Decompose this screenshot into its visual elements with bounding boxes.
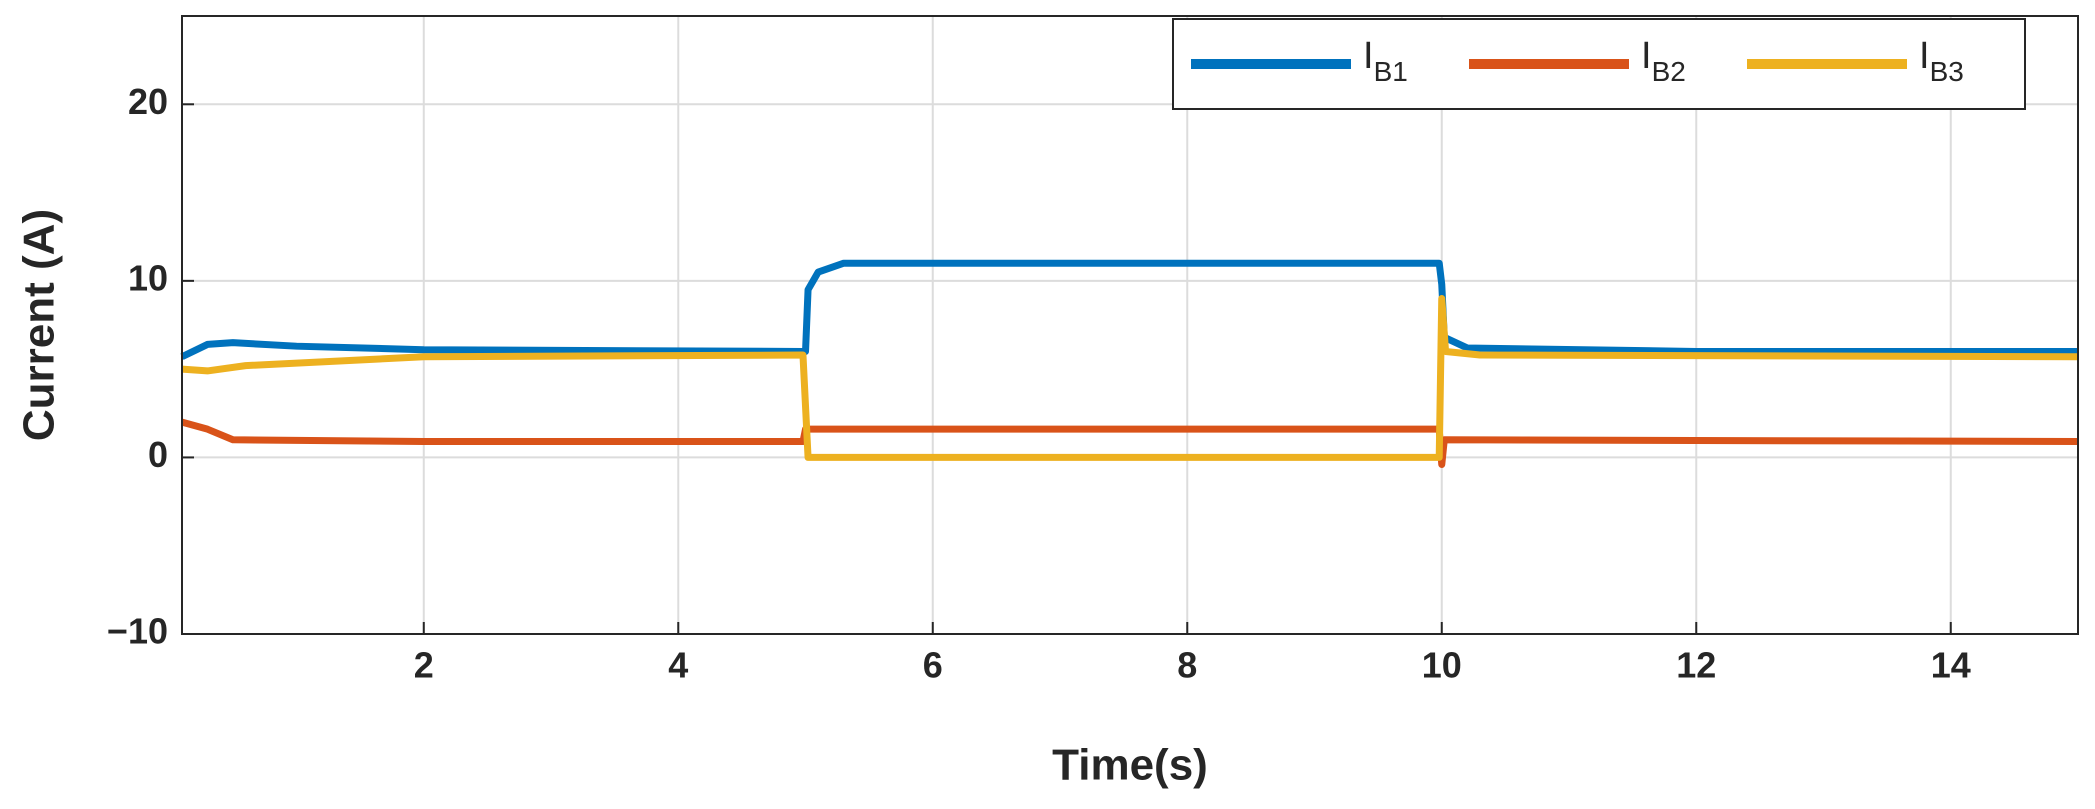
data-line [180, 259, 2078, 360]
x-tick-label: 8 [1177, 645, 1197, 686]
y-tick-label: 0 [148, 434, 168, 475]
legend-label: IB2 [1641, 35, 1686, 87]
x-axis-label: Time(s) [1052, 741, 1208, 790]
y-tick-label: −10 [107, 611, 168, 652]
legend-label: IB3 [1919, 35, 1964, 87]
y-tick-label: 10 [128, 257, 168, 298]
x-tick-label: 4 [668, 645, 688, 686]
y-tick-label: 20 [128, 81, 168, 122]
plot-frame [181, 15, 2079, 635]
x-tick-label: 12 [1676, 645, 1716, 686]
x-tick-label: 14 [1931, 645, 1971, 686]
x-tick-label: 10 [1422, 645, 1462, 686]
plot-area [182, 16, 2078, 634]
x-tick-label: 6 [923, 645, 943, 686]
legend-label: IB1 [1363, 35, 1408, 87]
data-line [181, 295, 2079, 461]
y-axis-label: Current (A) [15, 209, 64, 441]
x-tick-label: 2 [414, 645, 434, 686]
